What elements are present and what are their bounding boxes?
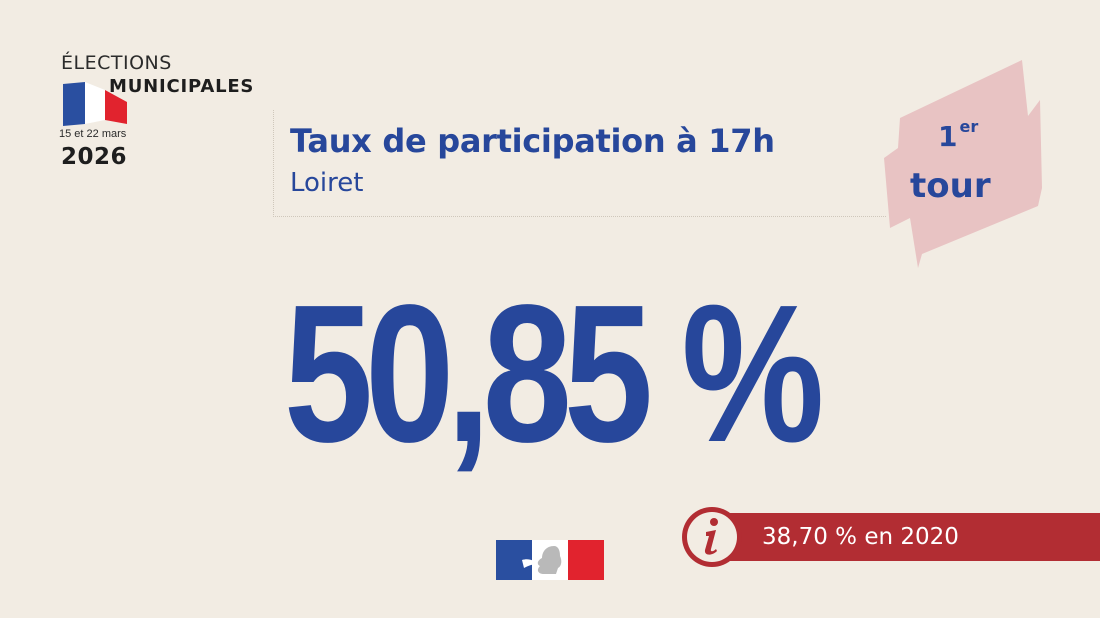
logo-line-elections: ÉLECTIONS bbox=[61, 52, 172, 74]
comparison-bar bbox=[720, 513, 1100, 561]
round-badge: 1 er tour bbox=[880, 58, 1045, 270]
elections-logo: ÉLECTIONS MUNICIPALES 15 et 22 mars 2026 bbox=[55, 52, 265, 172]
logo-dates: 15 et 22 mars bbox=[59, 128, 127, 140]
page-title: Taux de participation à 17h bbox=[290, 122, 775, 160]
comparison-text: 38,70 % en 2020 bbox=[762, 524, 959, 550]
comparison-banner: 38,70 % en 2020 bbox=[680, 505, 1100, 569]
tricolor-flag-icon bbox=[63, 82, 127, 126]
logo-year: 2026 bbox=[61, 144, 128, 170]
round-label: tour bbox=[910, 166, 991, 206]
participation-rate: 50,85 % bbox=[283, 264, 825, 483]
republique-francaise-logo bbox=[496, 540, 604, 580]
department-name: Loiret bbox=[290, 168, 364, 198]
brush-stroke-shape bbox=[884, 60, 1042, 268]
info-icon bbox=[682, 507, 742, 567]
header-block: Taux de participation à 17h Loiret bbox=[273, 110, 886, 217]
round-number: 1 er bbox=[938, 116, 979, 153]
logo-line-municipales: MUNICIPALES bbox=[109, 76, 255, 97]
